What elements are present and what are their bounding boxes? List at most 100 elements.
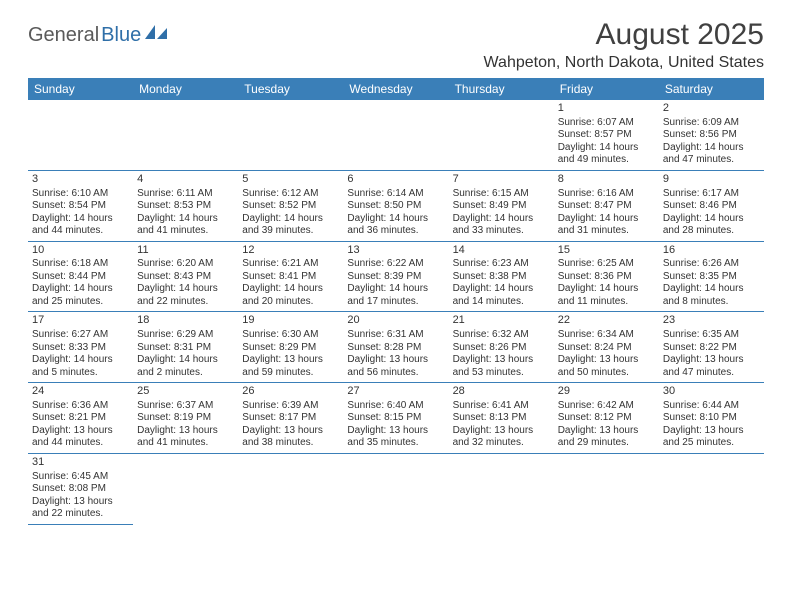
sunset-text: Sunset: 8:53 PM <box>137 200 234 213</box>
day-number: 10 <box>32 244 129 258</box>
daylight-text: Daylight: 14 hours and 28 minutes. <box>663 213 760 238</box>
day-number: 25 <box>137 385 234 399</box>
logo: GeneralBlue <box>28 18 167 47</box>
sunrise-text: Sunrise: 6:39 AM <box>242 400 339 413</box>
sunset-text: Sunset: 8:31 PM <box>137 342 234 355</box>
sunrise-text: Sunrise: 6:14 AM <box>347 188 444 201</box>
daylight-text: Daylight: 13 hours and 22 minutes. <box>32 496 129 521</box>
sail-icon <box>145 24 167 47</box>
logo-text-1: General <box>28 24 99 47</box>
daylight-text: Daylight: 14 hours and 2 minutes. <box>137 354 234 379</box>
sunrise-text: Sunrise: 6:29 AM <box>137 329 234 342</box>
calendar-cell: 26Sunrise: 6:39 AMSunset: 8:17 PMDayligh… <box>238 383 343 454</box>
daylight-text: Daylight: 13 hours and 38 minutes. <box>242 425 339 450</box>
daylight-text: Daylight: 13 hours and 41 minutes. <box>137 425 234 450</box>
calendar-cell <box>238 453 343 524</box>
calendar-cell: 31Sunrise: 6:45 AMSunset: 8:08 PMDayligh… <box>28 453 133 524</box>
calendar-cell: 19Sunrise: 6:30 AMSunset: 8:29 PMDayligh… <box>238 312 343 383</box>
sunset-text: Sunset: 8:49 PM <box>453 200 550 213</box>
sunrise-text: Sunrise: 6:12 AM <box>242 188 339 201</box>
day-number: 26 <box>242 385 339 399</box>
daylight-text: Daylight: 13 hours and 25 minutes. <box>663 425 760 450</box>
calendar-cell: 17Sunrise: 6:27 AMSunset: 8:33 PMDayligh… <box>28 312 133 383</box>
calendar-cell: 9Sunrise: 6:17 AMSunset: 8:46 PMDaylight… <box>659 170 764 241</box>
day-header: Friday <box>554 78 659 100</box>
calendar-cell: 14Sunrise: 6:23 AMSunset: 8:38 PMDayligh… <box>449 241 554 312</box>
day-number: 22 <box>558 314 655 328</box>
sunrise-text: Sunrise: 6:09 AM <box>663 117 760 130</box>
sunset-text: Sunset: 8:22 PM <box>663 342 760 355</box>
daylight-text: Daylight: 13 hours and 47 minutes. <box>663 354 760 379</box>
calendar-body: 1Sunrise: 6:07 AMSunset: 8:57 PM Daylight… <box>28 100 764 524</box>
day-number: 12 <box>242 244 339 258</box>
sunrise-text: Sunrise: 6:20 AM <box>137 258 234 271</box>
sunset-text: Sunset: 8:38 PM <box>453 271 550 284</box>
title-block: August 2025 Wahpeton, North Dakota, Unit… <box>484 18 764 72</box>
daylight-text: Daylight: 13 hours and 53 minutes. <box>453 354 550 379</box>
calendar-cell: 10Sunrise: 6:18 AMSunset: 8:44 PMDayligh… <box>28 241 133 312</box>
calendar-cell: 27Sunrise: 6:40 AMSunset: 8:15 PMDayligh… <box>343 383 448 454</box>
calendar-cell <box>659 453 764 524</box>
sunrise-text: Sunrise: 6:31 AM <box>347 329 444 342</box>
sunrise-text: Sunrise: 6:18 AM <box>32 258 129 271</box>
calendar-cell: 1Sunrise: 6:07 AMSunset: 8:57 PMDaylight… <box>554 100 659 170</box>
daylight-text: Daylight: 14 hours and 5 minutes. <box>32 354 129 379</box>
sunset-text: Sunset: 8:33 PM <box>32 342 129 355</box>
calendar-cell: 8Sunrise: 6:16 AMSunset: 8:47 PMDaylight… <box>554 170 659 241</box>
calendar-cell: 30Sunrise: 6:44 AMSunset: 8:10 PMDayligh… <box>659 383 764 454</box>
sunset-text: Sunset: 8:46 PM <box>663 200 760 213</box>
sunset-text: Sunset: 8:08 PM <box>32 483 129 496</box>
day-number: 18 <box>137 314 234 328</box>
calendar-cell <box>238 100 343 170</box>
sunrise-text: Sunrise: 6:17 AM <box>663 188 760 201</box>
day-header: Sunday <box>28 78 133 100</box>
day-header: Saturday <box>659 78 764 100</box>
daylight-text: Daylight: 14 hours and 14 minutes. <box>453 283 550 308</box>
daylight-text: Daylight: 14 hours and 47 minutes. <box>663 142 760 167</box>
sunrise-text: Sunrise: 6:07 AM <box>558 117 655 130</box>
day-header: Wednesday <box>343 78 448 100</box>
daylight-text: Daylight: 14 hours and 11 minutes. <box>558 283 655 308</box>
day-number: 23 <box>663 314 760 328</box>
calendar-cell: 6Sunrise: 6:14 AMSunset: 8:50 PMDaylight… <box>343 170 448 241</box>
day-number: 1 <box>558 102 655 116</box>
day-number: 13 <box>347 244 444 258</box>
sunrise-text: Sunrise: 6:10 AM <box>32 188 129 201</box>
sunrise-text: Sunrise: 6:37 AM <box>137 400 234 413</box>
calendar-cell: 29Sunrise: 6:42 AMSunset: 8:12 PMDayligh… <box>554 383 659 454</box>
calendar-cell <box>343 453 448 524</box>
sunrise-text: Sunrise: 6:25 AM <box>558 258 655 271</box>
day-number: 19 <box>242 314 339 328</box>
calendar-cell <box>133 453 238 524</box>
daylight-text: Daylight: 13 hours and 32 minutes. <box>453 425 550 450</box>
sunset-text: Sunset: 8:24 PM <box>558 342 655 355</box>
sunset-text: Sunset: 8:36 PM <box>558 271 655 284</box>
sunset-text: Sunset: 8:12 PM <box>558 412 655 425</box>
calendar-cell: 5Sunrise: 6:12 AMSunset: 8:52 PMDaylight… <box>238 170 343 241</box>
sunset-text: Sunset: 8:21 PM <box>32 412 129 425</box>
day-number: 5 <box>242 173 339 187</box>
sunset-text: Sunset: 8:56 PM <box>663 129 760 142</box>
day-number: 2 <box>663 102 760 116</box>
day-header: Monday <box>133 78 238 100</box>
daylight-text: Daylight: 13 hours and 59 minutes. <box>242 354 339 379</box>
calendar-cell: 21Sunrise: 6:32 AMSunset: 8:26 PMDayligh… <box>449 312 554 383</box>
sunset-text: Sunset: 8:47 PM <box>558 200 655 213</box>
calendar-cell: 13Sunrise: 6:22 AMSunset: 8:39 PMDayligh… <box>343 241 448 312</box>
sunrise-text: Sunrise: 6:16 AM <box>558 188 655 201</box>
sunrise-text: Sunrise: 6:45 AM <box>32 471 129 484</box>
day-number: 29 <box>558 385 655 399</box>
calendar-cell <box>28 100 133 170</box>
calendar-cell: 23Sunrise: 6:35 AMSunset: 8:22 PMDayligh… <box>659 312 764 383</box>
calendar-cell: 12Sunrise: 6:21 AMSunset: 8:41 PMDayligh… <box>238 241 343 312</box>
day-number: 7 <box>453 173 550 187</box>
day-number: 11 <box>137 244 234 258</box>
calendar-cell: 3Sunrise: 6:10 AMSunset: 8:54 PMDaylight… <box>28 170 133 241</box>
sunset-text: Sunset: 8:39 PM <box>347 271 444 284</box>
sunrise-text: Sunrise: 6:34 AM <box>558 329 655 342</box>
sunrise-text: Sunrise: 6:11 AM <box>137 188 234 201</box>
calendar-row: 10Sunrise: 6:18 AMSunset: 8:44 PMDayligh… <box>28 241 764 312</box>
sunset-text: Sunset: 8:57 PM <box>558 129 655 142</box>
daylight-text: Daylight: 13 hours and 35 minutes. <box>347 425 444 450</box>
day-number: 9 <box>663 173 760 187</box>
